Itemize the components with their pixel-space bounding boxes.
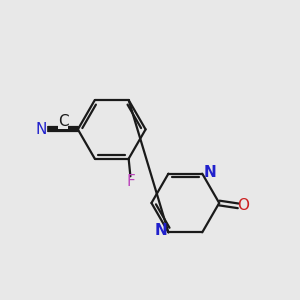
- Text: N: N: [204, 165, 217, 180]
- Text: O: O: [237, 198, 249, 213]
- Text: C: C: [58, 114, 68, 129]
- Text: N: N: [154, 224, 167, 238]
- Text: N: N: [36, 122, 47, 137]
- Text: F: F: [127, 174, 135, 189]
